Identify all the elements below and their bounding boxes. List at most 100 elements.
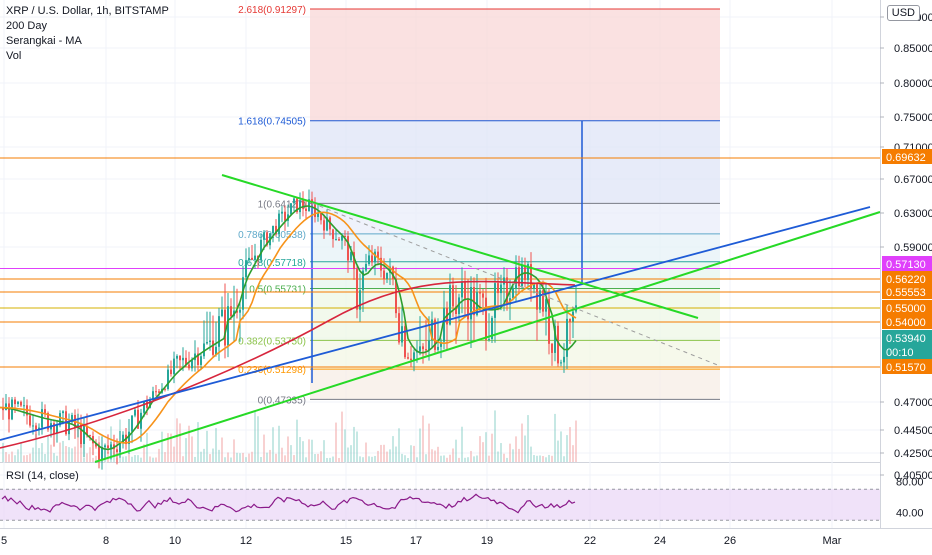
volume-bar xyxy=(524,435,526,462)
candle-body xyxy=(155,391,157,393)
candle-body xyxy=(239,309,241,313)
volume-bar xyxy=(239,453,241,462)
volume-bar xyxy=(533,455,535,462)
candle-body xyxy=(308,199,310,211)
volume-bar xyxy=(536,455,538,462)
candle-body xyxy=(350,252,352,261)
volume-bar xyxy=(350,445,352,462)
candle-body xyxy=(455,306,457,315)
candle-body xyxy=(170,369,172,375)
candle-body xyxy=(497,283,499,294)
candle-body xyxy=(482,293,484,298)
candle-body xyxy=(56,425,58,434)
volume-bar xyxy=(461,426,463,462)
time-tick-label: 22 xyxy=(584,535,596,547)
candle-body xyxy=(104,445,106,448)
volume-bar xyxy=(527,415,529,462)
price-badge-label: 0.55000 xyxy=(886,303,926,315)
candle-body xyxy=(491,317,493,339)
candle-body xyxy=(44,409,46,414)
volume-bar xyxy=(566,435,568,462)
volume-bar xyxy=(5,452,7,462)
volume-bar xyxy=(479,436,481,462)
candle-body xyxy=(47,413,49,430)
legend-200-day[interactable]: 200 Day xyxy=(6,20,47,32)
legend-vol[interactable]: Vol xyxy=(6,50,22,62)
volume-bar xyxy=(425,454,427,462)
price-badge-label: 0.56220 xyxy=(886,274,926,286)
volume-bar xyxy=(365,442,367,462)
volume-bar xyxy=(485,432,487,462)
candle-body xyxy=(206,341,208,344)
volume-bar xyxy=(59,442,61,462)
volume-bar xyxy=(347,447,349,462)
volume-bar xyxy=(41,443,43,462)
candle-body xyxy=(110,444,112,449)
legend-ma[interactable]: Serangkai - MA xyxy=(6,35,82,47)
volume-bar xyxy=(191,436,193,462)
candle-body xyxy=(188,364,190,369)
volume-bar xyxy=(488,455,490,462)
volume-bar xyxy=(176,418,178,462)
legend-symbol[interactable]: XRP / U.S. Dollar, 1h, BITSTAMP xyxy=(6,5,169,17)
price-tick-label: 0.40500 xyxy=(894,470,932,482)
volume-bar xyxy=(170,433,172,462)
rsi-legend[interactable]: RSI (14, close) xyxy=(6,470,79,482)
volume-bar xyxy=(557,440,559,462)
candle-body xyxy=(437,346,439,350)
volume-bar xyxy=(467,457,469,462)
volume-bar xyxy=(236,452,238,462)
volume-bar xyxy=(8,454,10,462)
ma-short-line xyxy=(0,205,577,451)
candle-body xyxy=(101,447,103,460)
volume-bar xyxy=(197,422,199,462)
volume-bar xyxy=(254,411,256,462)
currency-badge[interactable]: USD xyxy=(886,5,920,21)
volume-bar xyxy=(356,431,358,462)
candle-body xyxy=(479,292,481,294)
volume-bar xyxy=(206,430,208,462)
price-badge xyxy=(882,344,932,359)
price-badge-label: 00:10 xyxy=(886,347,914,359)
candle-body xyxy=(323,220,325,231)
price-tick-label: 0.59000 xyxy=(894,242,932,254)
volume-bar xyxy=(323,440,325,462)
volume-bar xyxy=(299,437,301,462)
volume-bar xyxy=(35,433,37,462)
candle-body xyxy=(467,298,469,320)
volume-bar xyxy=(95,455,97,462)
candle-body xyxy=(422,346,424,350)
volume-bar xyxy=(263,434,265,462)
candle-body xyxy=(128,431,130,445)
volume-bar xyxy=(278,425,280,462)
volume-bar xyxy=(530,446,532,462)
price-tick-label: 0.75000 xyxy=(894,112,932,124)
volume-bar xyxy=(569,427,571,462)
volume-bar xyxy=(20,442,22,462)
volume-bar xyxy=(296,419,298,462)
volume-bar xyxy=(161,431,163,462)
candle-body xyxy=(251,257,253,260)
candle-body xyxy=(539,290,541,310)
fib-zone xyxy=(310,340,720,370)
candle-body xyxy=(557,325,559,364)
volume-bar xyxy=(455,439,457,462)
volume-bar xyxy=(431,449,433,462)
volume-bar xyxy=(290,445,292,462)
candle-body xyxy=(569,318,571,322)
volume-bar xyxy=(53,453,55,462)
volume-bar xyxy=(539,455,541,462)
price-tick-label: 0.44500 xyxy=(894,425,932,437)
volume-bar xyxy=(545,457,547,462)
candle-body xyxy=(173,358,175,375)
volume-bar xyxy=(311,439,313,462)
volume-bar xyxy=(89,447,91,462)
volume-bar xyxy=(29,453,31,462)
volume-bar xyxy=(71,448,73,462)
volume-bar xyxy=(305,457,307,462)
price-badge-label: 0.54000 xyxy=(886,317,926,329)
candle-body xyxy=(284,211,286,221)
volume-bar xyxy=(68,447,70,462)
